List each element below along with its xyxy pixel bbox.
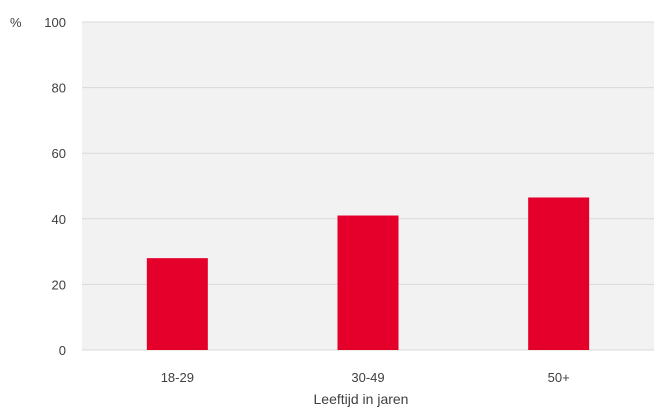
bar-50+	[528, 197, 590, 350]
x-axis-title: Leeftijd in jaren	[314, 391, 409, 407]
x-tick-label: 30-49	[351, 370, 384, 385]
y-tick-label: 20	[52, 277, 66, 292]
x-axis-ticks: 18-29 30-49 50+	[161, 370, 570, 385]
y-axis-unit-label: %	[10, 15, 22, 30]
y-tick-label: 100	[44, 15, 66, 30]
bar-30-49	[337, 215, 399, 350]
y-tick-label: 40	[52, 212, 66, 227]
y-tick-label: 0	[59, 343, 66, 358]
bars	[146, 197, 590, 350]
y-tick-label: 80	[52, 81, 66, 96]
x-tick-label: 50+	[548, 370, 570, 385]
y-tick-label: 60	[52, 146, 66, 161]
x-tick-label: 18-29	[161, 370, 194, 385]
y-axis-ticks: 0 20 40 60 80 100	[44, 15, 66, 358]
bar-18-29	[146, 258, 208, 350]
